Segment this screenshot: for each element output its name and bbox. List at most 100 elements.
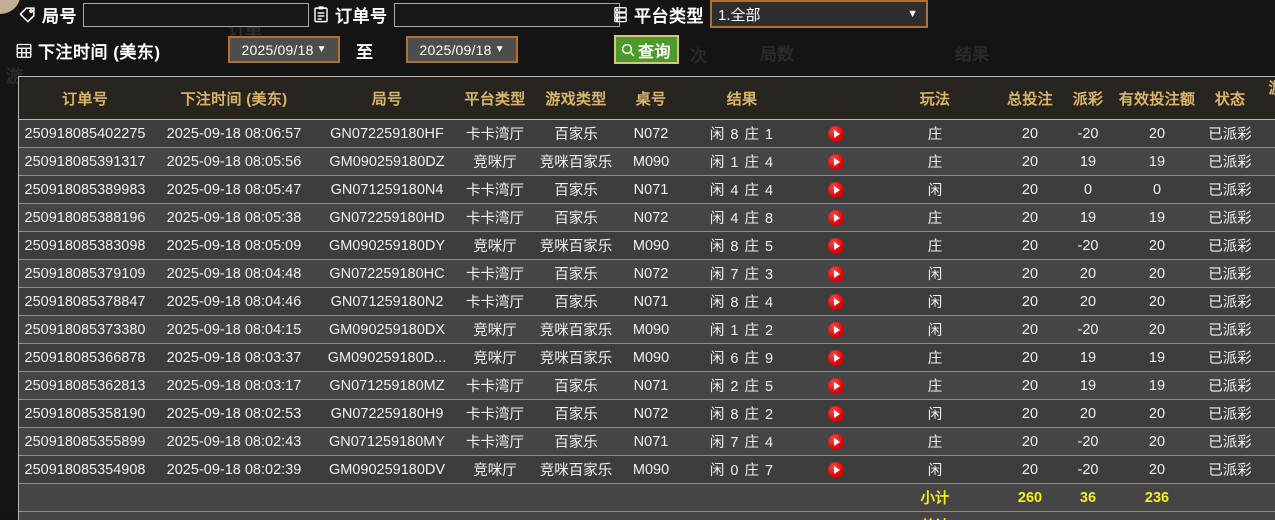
bet-time-from-value: 2025/09/18 bbox=[242, 42, 314, 58]
col-game-mode[interactable]: 游戏模式 bbox=[1261, 77, 1275, 120]
col-platform-type[interactable]: 平台类型 bbox=[457, 77, 533, 120]
cell-empty bbox=[317, 484, 457, 512]
col-valid-bet[interactable]: 有效投注额 bbox=[1115, 77, 1199, 120]
cell-replay[interactable] bbox=[801, 344, 871, 372]
col-table-no[interactable]: 桌号 bbox=[619, 77, 683, 120]
cell-game-mode: 多台 bbox=[1261, 288, 1275, 316]
cell-payout: -20 bbox=[1061, 232, 1115, 260]
play-icon[interactable] bbox=[828, 322, 844, 338]
col-game-type[interactable]: 游戏类型 bbox=[533, 77, 619, 120]
cell-game-type: 竞咪百家乐 bbox=[533, 456, 619, 484]
cell-valid-bet: 20 bbox=[1115, 288, 1199, 316]
cell-valid-bet: 20 bbox=[1115, 120, 1199, 148]
cell-replay[interactable] bbox=[801, 120, 871, 148]
cell-result: 闲 4 庄 8 bbox=[683, 204, 801, 232]
play-icon[interactable] bbox=[828, 350, 844, 366]
cell-table-no: N072 bbox=[619, 260, 683, 288]
bet-time-to-value: 2025/09/18 bbox=[420, 42, 492, 58]
col-round-no[interactable]: 局号 bbox=[317, 77, 457, 120]
cell-platform-type: 卡卡湾厅 bbox=[457, 204, 533, 232]
cell-table-no: N071 bbox=[619, 372, 683, 400]
col-status[interactable]: 状态 bbox=[1199, 77, 1261, 120]
bet-time-to-picker[interactable]: 2025/09/18 ▼ bbox=[406, 36, 518, 63]
round-no-input[interactable] bbox=[83, 3, 309, 27]
play-icon[interactable] bbox=[828, 182, 844, 198]
col-bet-type[interactable]: 玩法 bbox=[871, 77, 999, 120]
cell-round-no: GN071259180MY bbox=[317, 428, 457, 456]
query-button[interactable]: 查询 bbox=[614, 35, 679, 64]
play-icon[interactable] bbox=[828, 154, 844, 170]
cell-bet-time: 2025-09-18 08:03:37 bbox=[151, 344, 317, 372]
col-replay bbox=[801, 77, 871, 120]
cell-status: 已派彩 bbox=[1199, 400, 1261, 428]
play-icon[interactable] bbox=[828, 406, 844, 422]
cell-status: 已派彩 bbox=[1199, 260, 1261, 288]
cell-game-mode: 多台 bbox=[1261, 204, 1275, 232]
platform-type-select[interactable]: 1.全部 ▼ bbox=[710, 0, 928, 28]
cell-replay[interactable] bbox=[801, 232, 871, 260]
cell-replay[interactable] bbox=[801, 400, 871, 428]
cell-replay[interactable] bbox=[801, 204, 871, 232]
cell-valid-bet: 19 bbox=[1115, 372, 1199, 400]
cell-valid-bet: 19 bbox=[1115, 148, 1199, 176]
order-no-input[interactable] bbox=[394, 3, 620, 27]
cell-bet-type: 庄 bbox=[871, 120, 999, 148]
col-total-bet[interactable]: 总投注 bbox=[999, 77, 1061, 120]
cell-payout: 19 bbox=[1061, 344, 1115, 372]
cell-bet-time: 2025-09-18 08:02:43 bbox=[151, 428, 317, 456]
play-icon[interactable] bbox=[828, 266, 844, 282]
cell-total-bet: 20 bbox=[999, 232, 1061, 260]
play-icon[interactable] bbox=[828, 238, 844, 254]
play-icon[interactable] bbox=[828, 378, 844, 394]
cell-replay[interactable] bbox=[801, 288, 871, 316]
cell-total-bet: 20 bbox=[999, 316, 1061, 344]
cell-game-type: 百家乐 bbox=[533, 428, 619, 456]
col-order-no[interactable]: 订单号 bbox=[19, 77, 151, 120]
col-result[interactable]: 结果 bbox=[683, 77, 801, 120]
play-icon[interactable] bbox=[828, 126, 844, 142]
cell-replay[interactable] bbox=[801, 372, 871, 400]
cell-replay[interactable] bbox=[801, 456, 871, 484]
cell-replay[interactable] bbox=[801, 316, 871, 344]
cell-bet-type: 闲 bbox=[871, 260, 999, 288]
play-icon[interactable] bbox=[828, 434, 844, 450]
cell-order-no: 250918085354908 bbox=[19, 456, 151, 484]
bet-time-from-picker[interactable]: 2025/09/18 ▼ bbox=[228, 36, 340, 63]
play-icon[interactable] bbox=[828, 210, 844, 226]
cell-replay[interactable] bbox=[801, 428, 871, 456]
col-bet-time[interactable]: 下注时间 (美东) bbox=[151, 77, 317, 120]
cell-replay[interactable] bbox=[801, 176, 871, 204]
cell-platform-type: 竞咪厅 bbox=[457, 344, 533, 372]
cell-summary-valid-bet: 236 bbox=[1115, 484, 1199, 512]
cell-status: 已派彩 bbox=[1199, 344, 1261, 372]
cell-bet-type: 庄 bbox=[871, 428, 999, 456]
cell-empty bbox=[533, 484, 619, 512]
cell-replay[interactable] bbox=[801, 260, 871, 288]
search-icon bbox=[620, 42, 636, 58]
clipboard-icon bbox=[312, 5, 330, 24]
cell-status: 已派彩 bbox=[1199, 456, 1261, 484]
cell-table-no: N072 bbox=[619, 120, 683, 148]
cell-game-mode: 多台 bbox=[1261, 400, 1275, 428]
cell-round-no: GM090259180DX bbox=[317, 316, 457, 344]
cell-replay[interactable] bbox=[801, 148, 871, 176]
play-icon[interactable] bbox=[828, 462, 844, 478]
orders-table-container: 订单号 下注时间 (美东) 局号 平台类型 游戏类型 桌号 结果 玩法 总投注 … bbox=[18, 76, 1275, 520]
play-icon[interactable] bbox=[828, 294, 844, 310]
col-payout[interactable]: 派彩 bbox=[1061, 77, 1115, 120]
